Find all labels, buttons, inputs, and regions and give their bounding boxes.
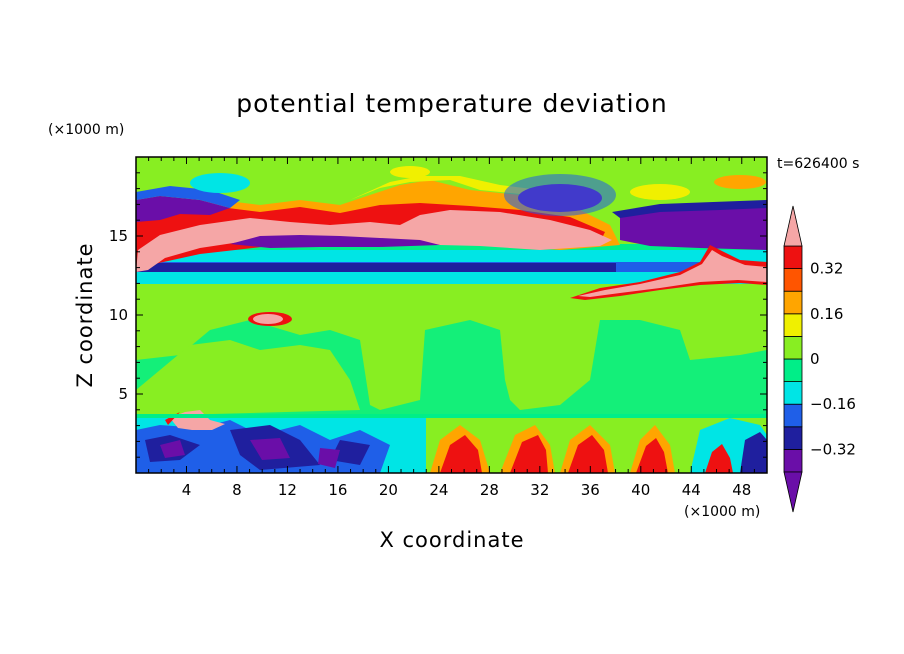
colorbar-swatch xyxy=(783,358,803,383)
colorbar-swatch xyxy=(783,426,803,450)
field-orange-top-right xyxy=(714,175,766,189)
field-navy-right-rim xyxy=(612,200,767,218)
x-tick-label: 44 xyxy=(682,481,701,499)
x-tick-label: 28 xyxy=(480,481,499,499)
field-cyan-top-left xyxy=(190,173,250,193)
x-tick-label: 36 xyxy=(581,481,600,499)
x-axis-title: X coordinate xyxy=(379,528,524,552)
field-purple-right-block xyxy=(620,205,767,250)
colorbar-swatch xyxy=(783,245,803,270)
field-yellow-top-mid xyxy=(390,166,430,178)
x-tick-label: 8 xyxy=(232,481,242,499)
field-cyan-band-upper xyxy=(136,248,767,262)
field-yellow-top-right xyxy=(630,184,690,200)
y-tick-label: 10 xyxy=(109,306,128,324)
field-blue-top-cell xyxy=(504,174,616,216)
x-tick-label: 12 xyxy=(278,481,297,499)
plot-area xyxy=(136,157,767,473)
x-tick-label: 40 xyxy=(631,481,650,499)
y-tick-label: 15 xyxy=(109,227,128,245)
field-boundary-red-right xyxy=(705,444,733,473)
field-yellow-rim xyxy=(350,176,560,200)
x-unit-label: (×1000 m) xyxy=(684,504,760,520)
x-tick-label: 32 xyxy=(530,481,549,499)
field-green-strip xyxy=(136,244,767,250)
field-purple-strip xyxy=(230,235,440,248)
colorbar-under-triangle xyxy=(783,471,803,513)
y-tick-label: 5 xyxy=(118,385,128,403)
y-axis-title: Z coordinate xyxy=(73,242,97,387)
time-label: t=626400 s xyxy=(777,156,859,172)
x-tick-label: 16 xyxy=(328,481,347,499)
x-axis-ticks: 4 8 12 16 20 24 28 32 36 40 44 48 xyxy=(148,157,755,499)
y-axis-ticks: 5 10 15 xyxy=(109,172,767,458)
colorbar-tick-label: 0 xyxy=(810,350,820,368)
x-tick-label: 48 xyxy=(732,481,751,499)
field-boundary-top-edge xyxy=(136,414,767,418)
colorbar-tick-label: 0.16 xyxy=(810,305,843,323)
x-tick-label: 4 xyxy=(182,481,192,499)
x-tick-label: 24 xyxy=(429,481,448,499)
field-boundary-right-navy xyxy=(740,432,767,473)
chart-title: potential temperature deviation xyxy=(236,89,667,118)
field-cyan-band-lower xyxy=(136,270,767,284)
colorbar-swatch xyxy=(783,268,803,292)
colorbar-swatch xyxy=(783,335,803,360)
colorbar-tick-label: 0.32 xyxy=(810,260,843,278)
field-light-green-left xyxy=(136,340,360,416)
colorbar-swatch xyxy=(783,403,803,428)
colorbar-swatch xyxy=(783,290,803,315)
field-boundary-purple-patches xyxy=(160,438,340,468)
colorbar: −0.32 −0.16 0 0.16 0.32 xyxy=(783,205,856,513)
field-pink-streak-right-core xyxy=(578,250,767,297)
field-boundary-red-cells xyxy=(440,435,732,473)
colorbar-tick-label: −0.32 xyxy=(810,440,856,458)
colorbar-over-triangle xyxy=(783,205,803,247)
x-tick-label: 20 xyxy=(379,481,398,499)
colorbar-swatch xyxy=(783,381,803,405)
field-navy-band xyxy=(136,263,616,272)
field-pink-layer-left xyxy=(136,210,612,272)
colorbar-swatch xyxy=(783,448,803,473)
colorbar-tick-label: −0.16 xyxy=(810,395,856,413)
field-purple-topleft xyxy=(136,196,230,222)
field-small-blob-pink xyxy=(253,314,283,324)
colorbar-swatch xyxy=(783,313,803,337)
y-unit-label: (×1000 m) xyxy=(48,122,124,138)
